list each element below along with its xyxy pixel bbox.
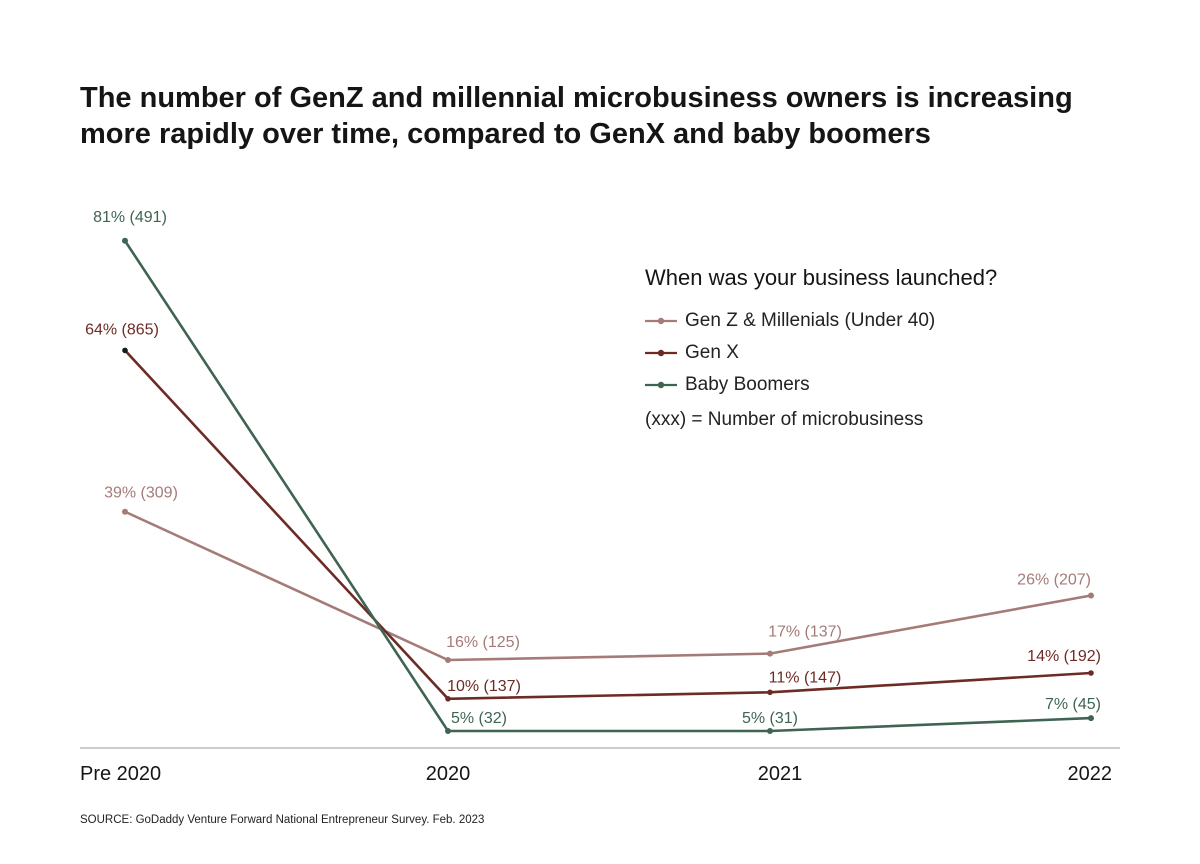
chart-title-line-2: more rapidly over time, compared to GenX… [80,118,931,150]
legend-item-genz-millennials: Gen Z & Millenials (Under 40) [645,305,1105,337]
legend: When was your business launched? Gen Z &… [645,265,1105,431]
legend-title: When was your business launched? [645,265,998,290]
data-label: 11% (147) [769,669,842,686]
chart-title-line-1: The number of GenZ and millennial microb… [80,82,1073,114]
series-line [124,349,1092,701]
data-label: 26% (207) [1017,572,1091,589]
series-layer: 39% (309)16% (125)17% (137)26% (207)64% … [85,209,1101,734]
legend-line-icon [645,381,677,389]
legend-label: Gen Z & Millenials (Under 40) [685,310,936,331]
legend-item-gen-x: Gen X [645,337,1105,369]
data-point [122,347,128,354]
data-label: 39% (309) [104,485,178,502]
data-point [767,650,773,657]
data-label: 17% (137) [768,624,842,641]
chart-title: The number of GenZ and millennial microb… [80,80,1140,152]
source-note: SOURCE: GoDaddy Venture Forward National… [80,814,485,826]
legend-item-baby-boomers: Baby Boomers [645,369,1105,401]
series-gen-x: 64% (865) 10% (137) 11% (147) 14% (192) [85,321,1101,702]
data-point [1088,670,1094,676]
data-point [767,689,773,696]
x-tick-label: 2021 [758,763,803,785]
series-baby-boomers: 81% (491) 5% (32) 5% (31) 7% (45) [93,209,1101,734]
data-label: 7% (45) [1045,696,1101,713]
x-tick-label: 2020 [426,763,471,785]
legend-label: Baby Boomers [685,374,810,395]
data-label: 10% (137) [447,678,521,695]
legend-label: Gen X [685,342,739,363]
data-point [1088,715,1094,722]
legend-line-icon [645,349,677,357]
data-point [767,728,773,734]
data-label: 16% (125) [446,634,520,651]
data-label: 81% (491) [93,209,167,226]
data-label: 14% (192) [1027,648,1101,665]
data-label: 5% (32) [451,710,507,727]
x-axis-ticks: Pre 2020 2020 2021 2022 [80,763,1112,785]
data-label: 5% (31) [742,710,798,727]
series-line [124,510,1092,662]
legend-note: (xxx) = Number of microbusiness [645,409,924,430]
data-point [122,237,128,244]
x-tick-label: 2022 [1068,763,1113,785]
series-gen-z-millenials-under-40: 39% (309) 16% (125) 17% (137) 26% (207) [104,485,1094,663]
legend-line-icon [645,317,677,325]
data-label: 64% (865) [85,321,159,338]
x-tick-label: Pre 2020 [80,763,161,785]
series-line [123,240,1092,733]
data-point [445,657,451,663]
data-point [1088,592,1094,599]
data-point [122,508,128,515]
data-point [445,728,451,734]
data-point [445,696,451,702]
